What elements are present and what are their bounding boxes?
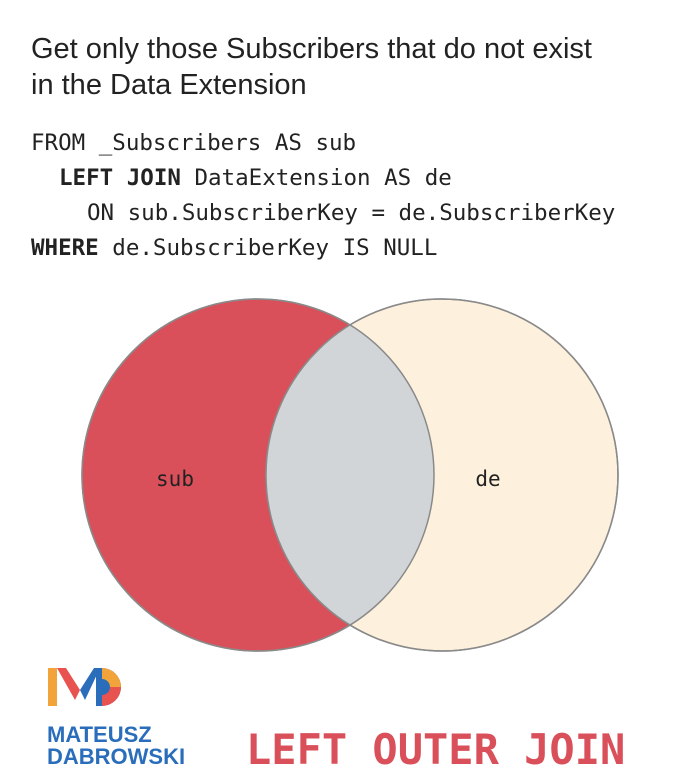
code-text: ON sub.SubscriberKey = de.SubscriberKey <box>87 200 615 226</box>
code-text: FROM _Subscribers AS sub <box>31 130 356 156</box>
title-line: Get only those Subscribers that do not e… <box>31 33 592 65</box>
right-outline <box>265 298 619 652</box>
code-line: LEFT JOIN DataExtension AS de <box>59 165 452 191</box>
code-line: WHERE de.SubscriberKey IS NULL <box>31 235 437 261</box>
venn-label: de <box>475 467 500 491</box>
code-line: FROM _Subscribers AS sub <box>31 130 356 156</box>
code-keyword: LEFT JOIN <box>59 165 181 191</box>
venn-label: sub <box>156 467 194 491</box>
logo-text: MATEUSZ <box>47 722 152 747</box>
code-text: de.SubscriberKey IS NULL <box>99 235 438 261</box>
title-line: in the Data Extension <box>31 69 307 101</box>
logo-text: DABROWSKI <box>47 744 185 769</box>
code-line: ON sub.SubscriberKey = de.SubscriberKey <box>87 200 615 226</box>
footer-label: LEFT OUTER JOIN <box>246 725 625 774</box>
code-text: DataExtension AS de <box>181 165 452 191</box>
intersection <box>266 299 434 651</box>
code-keyword: WHERE <box>31 235 99 261</box>
logo-mark <box>48 668 121 706</box>
left-outline <box>81 298 435 652</box>
